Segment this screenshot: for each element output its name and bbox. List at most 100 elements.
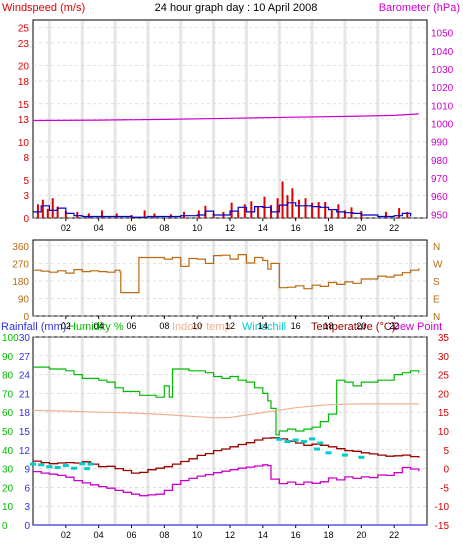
dew-point-line xyxy=(33,464,420,497)
windchill-mark xyxy=(276,437,283,441)
humidity-tick-label: 70 xyxy=(2,389,14,400)
temperature-tick-label: 35 xyxy=(438,333,450,344)
humidity-tick-label: 30 xyxy=(2,465,14,476)
average-wind-line xyxy=(33,202,412,218)
barometer-axis-title: Barometer (hPa) xyxy=(379,2,460,14)
temperature-tick-label: 10 xyxy=(438,427,450,438)
direction-x-tick-label: 18 xyxy=(323,321,333,331)
rainfall-tick-label: 15 xyxy=(19,427,31,438)
windchill-mark xyxy=(292,438,299,442)
temp-x-tick-label: 20 xyxy=(356,530,366,540)
rainfall-tick-label: 0 xyxy=(24,521,30,532)
temperature-tick-label: 20 xyxy=(438,389,450,400)
indoor-temp-line xyxy=(32,403,419,419)
temp-x-tick-label: 18 xyxy=(323,530,333,540)
barometer-tick-label: 1050 xyxy=(431,29,454,40)
windspeed-bar xyxy=(197,210,200,218)
temp-x-tick-label: 16 xyxy=(291,530,301,540)
direction-x-tick-label: 12 xyxy=(225,321,235,331)
windspeed-bar xyxy=(286,195,289,218)
barometer-tick-label: 1020 xyxy=(431,83,454,94)
wind-x-tick-label: 04 xyxy=(94,223,104,233)
direction-x-tick-label: 06 xyxy=(126,321,136,331)
humidity-tick-label: 100 xyxy=(2,333,19,344)
windspeed-tick-label: 5 xyxy=(23,176,29,187)
temp-x-tick-label: 22 xyxy=(389,530,399,540)
humidity-tick-label: 40 xyxy=(2,446,14,457)
direction-degree-label: 360 xyxy=(12,242,29,253)
windchill-mark xyxy=(300,440,307,444)
temp-x-tick-label: 06 xyxy=(126,530,136,540)
windchill-mark xyxy=(46,465,53,469)
rainfall-tick-label: 6 xyxy=(24,483,30,494)
direction-degree-label: 0 xyxy=(23,312,29,323)
rainfall-tick-label: 30 xyxy=(19,333,31,344)
wind-x-tick-label: 14 xyxy=(258,223,268,233)
humidity-tick-label: 80 xyxy=(2,371,14,382)
wind-x-tick-label: 16 xyxy=(291,223,301,233)
barometer-tick-label: 960 xyxy=(431,192,448,203)
temp-x-tick-label: 12 xyxy=(225,530,235,540)
windspeed-bar xyxy=(304,198,307,218)
direction-degree-label: 90 xyxy=(18,294,30,305)
rainfall-legend: Rainfall (mm) xyxy=(1,321,66,333)
temp-x-tick-label: 08 xyxy=(159,530,169,540)
wind-x-tick-label: 10 xyxy=(192,223,202,233)
windchill-mark xyxy=(358,455,365,459)
temp-x-tick-label: 02 xyxy=(61,530,71,540)
windspeed-bar xyxy=(56,206,59,218)
wind-x-tick-label: 02 xyxy=(61,223,71,233)
rainfall-tick-label: 12 xyxy=(19,446,31,457)
direction-x-tick-label: 22 xyxy=(389,321,399,331)
windspeed-tick-label: 13 xyxy=(18,115,30,126)
temp-plot-frame xyxy=(32,336,428,526)
windchill-mark xyxy=(38,463,45,467)
windspeed-bar xyxy=(243,204,246,218)
windspeed-bar xyxy=(276,198,279,218)
direction-degree-label: 270 xyxy=(12,259,29,270)
temp-x-tick-label: 10 xyxy=(192,530,202,540)
windspeed-bar xyxy=(281,181,284,218)
direction-x-tick-label: 20 xyxy=(356,321,366,331)
barometer-tick-label: 1030 xyxy=(431,65,454,76)
humidity-legend: Humidity % xyxy=(68,321,124,333)
temperature-tick-label: 25 xyxy=(438,371,450,382)
wind-x-tick-label: 08 xyxy=(159,223,169,233)
windspeed-bar xyxy=(212,213,215,218)
windspeed-tick-label: 25 xyxy=(18,24,30,35)
windchill-mark xyxy=(84,467,91,471)
wind-x-tick-label: 18 xyxy=(323,223,333,233)
humidity-tick-label: 10 xyxy=(2,502,14,513)
direction-compass-label: S xyxy=(433,277,440,288)
windspeed-bar xyxy=(143,210,146,218)
direction-x-tick-label: 16 xyxy=(291,321,301,331)
windspeed-bar xyxy=(51,198,54,218)
direction-compass-label: W xyxy=(433,259,443,270)
wind-x-tick-label: 06 xyxy=(126,223,136,233)
temperature-line xyxy=(33,437,420,474)
chart-title: 24 hour graph day : 10 April 2008 xyxy=(155,2,318,14)
windchill-mark xyxy=(62,464,69,468)
humidity-line xyxy=(33,366,420,436)
temperature-panel: 02 04 06 08 10 12 14 16 18 20 22 0 0 -15 10 3 -10 20 6 -5 30… xyxy=(2,333,449,540)
temperature-tick-label: 30 xyxy=(438,352,450,363)
windspeed-bar xyxy=(87,213,90,218)
humidity-tick-label: 50 xyxy=(2,427,14,438)
indoor-temp-legend: Indoor temp xyxy=(172,321,231,333)
dew-point-legend: Dew Point xyxy=(392,321,442,333)
barometer-tick-label: 1010 xyxy=(431,101,454,112)
windspeed-bar xyxy=(41,199,44,218)
windchill-mark xyxy=(284,440,291,444)
wind-direction-line xyxy=(33,254,420,294)
wind-direction-panel: 02 04 06 08 10 12 14 16 18 20 22 0 N 90 E 180 S 270 W 360 N xyxy=(12,239,443,331)
barometer-tick-label: 1040 xyxy=(431,47,454,58)
direction-x-tick-label: 02 xyxy=(61,321,71,331)
windchill-legend: Windchill xyxy=(242,321,286,333)
barometer-tick-label: 980 xyxy=(431,156,448,167)
windchill-mark xyxy=(87,462,94,466)
windspeed-tick-label: 23 xyxy=(18,39,30,50)
direction-x-tick-label: 14 xyxy=(258,321,268,331)
temperature-tick-label: 15 xyxy=(438,408,450,419)
windspeed-bar xyxy=(330,210,333,218)
